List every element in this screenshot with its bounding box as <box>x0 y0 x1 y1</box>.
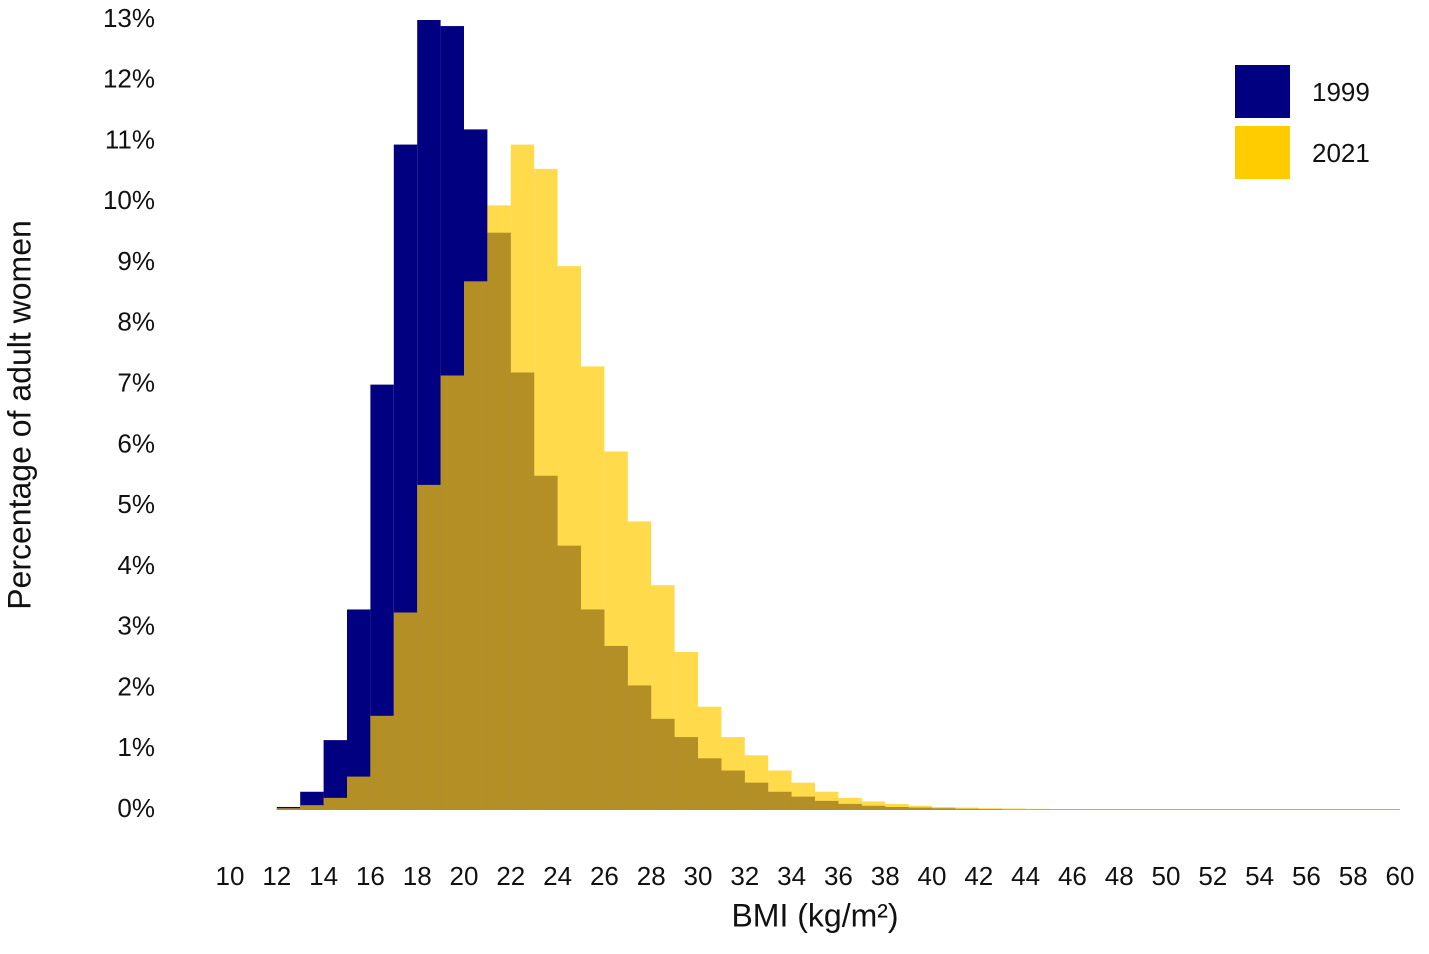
histogram-bar <box>744 755 769 810</box>
histogram-bar <box>1259 809 1283 810</box>
x-tick-label: 32 <box>730 861 759 891</box>
histogram-bar <box>440 375 464 810</box>
histogram-bar <box>885 803 909 810</box>
histogram-bar <box>604 451 628 810</box>
x-tick-label: 36 <box>824 861 853 891</box>
histogram-bar <box>370 715 394 810</box>
x-tick-label: 46 <box>1058 861 1087 891</box>
histogram-bar <box>276 808 301 810</box>
histogram-bar <box>581 366 605 810</box>
histogram-bar <box>1212 809 1237 810</box>
histogram-bar <box>300 805 324 810</box>
y-tick-label: 10% <box>103 185 155 215</box>
y-tick-label: 13% <box>103 3 155 33</box>
histogram-bar <box>417 484 441 810</box>
x-tick-label: 12 <box>262 861 291 891</box>
y-axis-title: Percentage of adult women <box>1 220 37 610</box>
y-tick-label: 2% <box>117 671 155 701</box>
histogram-bar <box>370 384 394 810</box>
x-tick-label: 18 <box>403 861 432 891</box>
x-tick-label: 10 <box>216 861 245 891</box>
x-tick-label: 20 <box>450 861 479 891</box>
x-tick-label: 28 <box>637 861 666 891</box>
histogram-bar <box>815 791 839 810</box>
histogram-bar <box>955 807 979 810</box>
y-tick-label: 1% <box>117 732 155 762</box>
y-tick-label: 3% <box>117 611 155 641</box>
histogram-bar <box>1025 808 1049 810</box>
histogram-bar <box>1329 809 1354 810</box>
x-tick-label: 58 <box>1339 861 1368 891</box>
histogram-bar <box>323 797 347 810</box>
x-tick-label: 42 <box>964 861 993 891</box>
x-tick-label: 40 <box>918 861 947 891</box>
histogram-bar <box>1283 809 1307 810</box>
legend-swatch <box>1235 65 1290 118</box>
x-axis-title: BMI (kg/m²) <box>731 897 898 933</box>
histogram-bar <box>932 806 956 810</box>
x-tick-label: 54 <box>1245 861 1274 891</box>
x-tick-label: 16 <box>356 861 385 891</box>
histogram-bar <box>1002 808 1026 810</box>
y-tick-label: 0% <box>117 793 155 823</box>
histogram-bar <box>627 521 652 810</box>
histogram-bar <box>721 737 745 810</box>
x-tick-label: 48 <box>1105 861 1134 891</box>
legend-label: 2021 <box>1312 138 1370 168</box>
histogram-bar <box>487 205 511 810</box>
histogram-bar <box>557 266 581 811</box>
x-tick-label: 26 <box>590 861 619 891</box>
histogram-bar <box>1306 809 1330 810</box>
x-tick-label: 56 <box>1292 861 1321 891</box>
x-tick-label: 24 <box>543 861 572 891</box>
histogram-bar <box>1189 809 1213 810</box>
y-tick-label: 6% <box>117 428 155 458</box>
x-tick-label: 52 <box>1198 861 1227 891</box>
histogram-bar <box>347 776 371 810</box>
histogram-bar <box>768 770 792 810</box>
x-tick-label: 30 <box>684 861 713 891</box>
histogram-bar <box>323 740 347 810</box>
histogram-bar <box>651 585 675 810</box>
histogram-bar <box>908 805 932 810</box>
histogram-bar <box>1119 809 1143 810</box>
histogram-bar <box>510 144 535 811</box>
histogram-bar <box>1095 809 1120 810</box>
histogram-bar <box>393 612 418 810</box>
histogram-bar <box>1376 809 1400 810</box>
y-tick-label: 4% <box>117 550 155 580</box>
histogram-bar <box>534 168 558 810</box>
histogram-bar <box>1072 809 1096 810</box>
histogram-bar <box>347 609 371 810</box>
legend-swatch <box>1235 126 1290 179</box>
y-tick-label: 7% <box>117 367 155 397</box>
x-tick-label: 22 <box>496 861 525 891</box>
x-tick-label: 44 <box>1011 861 1040 891</box>
histogram-bar <box>978 808 1003 810</box>
y-tick-label: 8% <box>117 307 155 337</box>
x-tick-label: 50 <box>1152 861 1181 891</box>
histogram-bar <box>861 801 886 810</box>
x-tick-label: 38 <box>871 861 900 891</box>
histogram-bar <box>1142 809 1166 810</box>
histogram-bar <box>1049 809 1073 810</box>
x-tick-label: 14 <box>309 861 338 891</box>
histogram-bar <box>674 652 698 810</box>
histogram-bar <box>838 797 862 810</box>
histogram-bar <box>698 706 722 810</box>
y-tick-label: 12% <box>103 64 155 94</box>
histogram-bar <box>1236 809 1260 810</box>
histogram-bar <box>464 281 488 810</box>
y-tick-label: 5% <box>117 489 155 519</box>
x-tick-label: 60 <box>1386 861 1415 891</box>
histogram-bar <box>1166 809 1190 810</box>
x-tick-label: 34 <box>777 861 806 891</box>
y-tick-label: 11% <box>105 124 155 154</box>
histogram-bar <box>791 782 815 810</box>
histogram-bar <box>1353 809 1377 810</box>
y-tick-label: 9% <box>117 246 155 276</box>
legend-label: 1999 <box>1312 77 1370 107</box>
